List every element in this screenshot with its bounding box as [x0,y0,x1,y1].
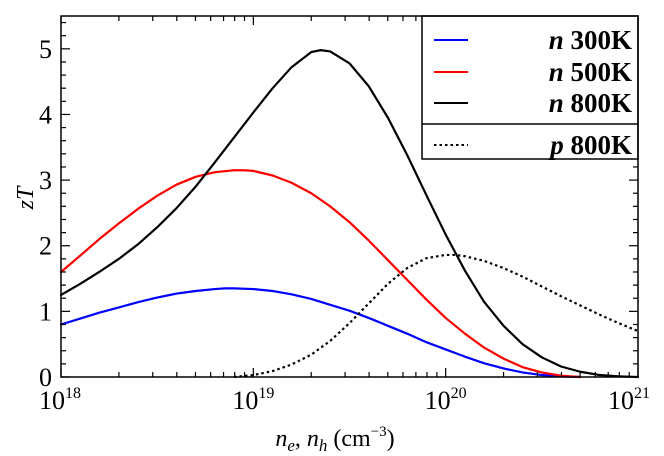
x-tick-label: 1018 [39,385,81,415]
y-tick-label: 1 [39,297,52,326]
series-line-n-300k [59,287,582,379]
x-tick-label: 1019 [232,385,274,415]
x-axis-label: ne, nh (cm−3) [275,424,394,455]
y-tick-label: 3 [39,166,52,195]
legend-label-p-800k: p 800K [548,130,632,160]
series-line-p-800k [233,253,639,379]
y-tick-label: 2 [39,232,52,261]
y-axis-label: zT [13,185,39,210]
legend-label-n-500k: n 500K [549,57,632,87]
series-line-n-800k [59,49,640,379]
legend-label-n-300k: n 300K [549,25,632,55]
legend-label-n-800k: n 800K [549,88,632,118]
legend: n 300K n 500K n 800K p 800K [421,15,639,160]
plot-frame [60,15,639,378]
y-tick-label: 0 [39,363,52,392]
y-tick-label: 5 [39,35,52,64]
x-tick-label: 1020 [425,385,467,415]
x-tick-label: 1021 [608,385,650,415]
plot-area [59,49,640,379]
series-line-n-500k [59,169,582,379]
y-tick-label: 4 [39,100,52,129]
x-axis: 1018 1019 1020 1021 [39,16,650,415]
